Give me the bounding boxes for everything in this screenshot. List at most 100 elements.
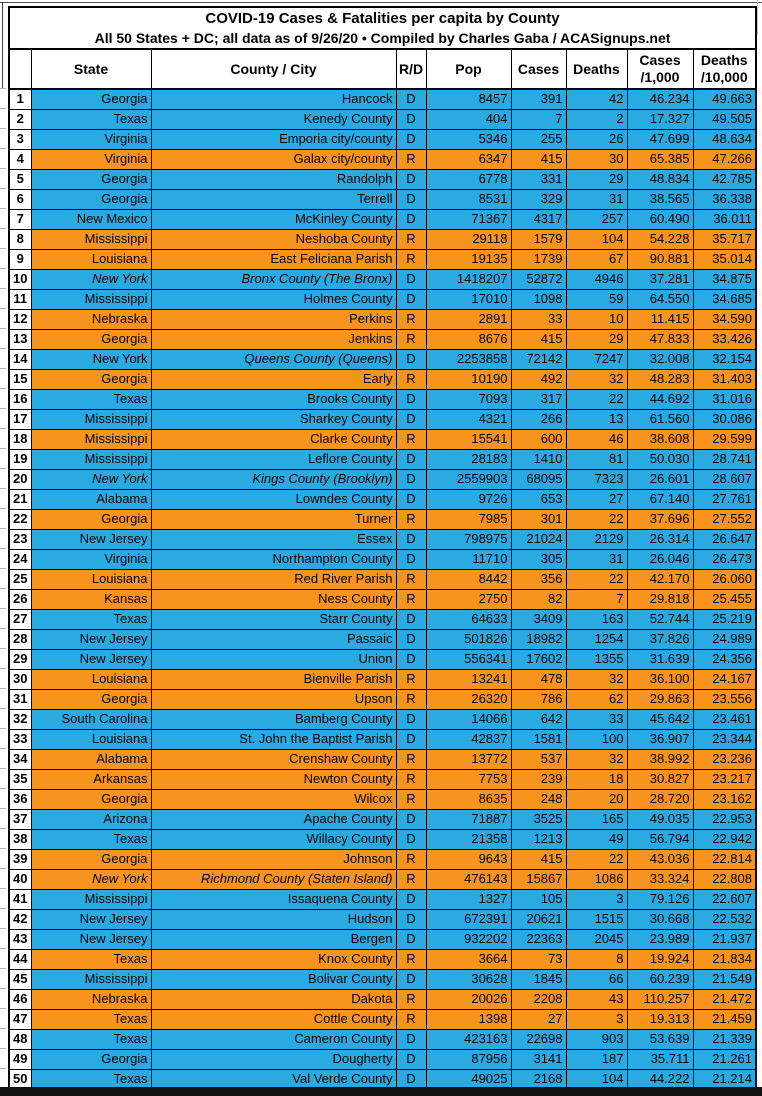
- cell-deaths-per-10000: 36.011: [692, 208, 757, 230]
- cell-rank: 8: [8, 228, 32, 250]
- cell-deaths: 26: [565, 128, 628, 150]
- gutter-tick: [0, 1048, 6, 1049]
- cell-cases-per-1000: 44.222: [626, 1068, 694, 1090]
- cell-cases: 22363: [510, 928, 567, 950]
- cell-cases-per-1000: 17.327: [626, 108, 694, 130]
- cell-cases: 3141: [510, 1048, 567, 1070]
- cell-pop: 7753: [425, 768, 512, 790]
- cell-pop: 9726: [425, 488, 512, 510]
- cell-cases-per-1000: 38.565: [626, 188, 694, 210]
- cell-rank: 27: [8, 608, 32, 630]
- cell-deaths: 32: [565, 748, 628, 770]
- cell-rank: 40: [8, 868, 32, 890]
- cell-state: Georgia: [30, 848, 152, 870]
- cell-pop: 501826: [425, 628, 512, 650]
- gutter-tick: [0, 748, 6, 749]
- cell-county: Holmes County: [150, 288, 397, 310]
- cell-cases: 2208: [510, 988, 567, 1010]
- cell-deaths: 62: [565, 688, 628, 710]
- table-row: 11 Mississippi Holmes County D 17010 1098 59 64…: [8, 288, 757, 310]
- cell-state: Virginia: [30, 128, 152, 150]
- cell-rank: 2: [8, 108, 32, 130]
- cell-rd: D: [395, 268, 427, 290]
- cell-deaths-per-10000: 21.834: [692, 948, 757, 970]
- cell-cases: 1213: [510, 828, 567, 850]
- cell-deaths: 66: [565, 968, 628, 990]
- cell-pop: 13241: [425, 668, 512, 690]
- cell-state: Georgia: [30, 688, 152, 710]
- cell-rank: 49: [8, 1048, 32, 1070]
- cell-county: Passaic: [150, 628, 397, 650]
- cell-county: Jenkins: [150, 328, 397, 350]
- cell-rd: R: [395, 588, 427, 610]
- cell-rank: 22: [8, 508, 32, 530]
- cell-rank: 18: [8, 428, 32, 450]
- cell-deaths-per-10000: 47.266: [692, 148, 757, 170]
- cell-rd: R: [395, 568, 427, 590]
- cell-rank: 44: [8, 948, 32, 970]
- cell-deaths-per-10000: 23.344: [692, 728, 757, 750]
- cell-deaths: 3: [565, 888, 628, 910]
- cell-cases: 7: [510, 108, 567, 130]
- cell-state: Arkansas: [30, 768, 152, 790]
- cell-deaths-per-10000: 26.473: [692, 548, 757, 570]
- cell-state: New Jersey: [30, 628, 152, 650]
- cell-cases: 653: [510, 488, 567, 510]
- cell-state: Texas: [30, 108, 152, 130]
- cell-cases-per-1000: 36.907: [626, 728, 694, 750]
- col-header-deaths: Deaths: [565, 48, 628, 90]
- cell-cases: 600: [510, 428, 567, 450]
- cell-deaths-per-10000: 22.814: [692, 848, 757, 870]
- cell-deaths: 1515: [565, 908, 628, 930]
- cell-deaths-per-10000: 23.217: [692, 768, 757, 790]
- cell-deaths: 18: [565, 768, 628, 790]
- gutter-tick: [0, 108, 6, 109]
- cell-cases-per-1000: 61.560: [626, 408, 694, 430]
- table-row: 13 Georgia Jenkins R 8676 415 29 47.833 33.426: [8, 328, 757, 350]
- cell-rd: D: [395, 288, 427, 310]
- cell-pop: 2750: [425, 588, 512, 610]
- cell-county: Ness County: [150, 588, 397, 610]
- cell-rd: D: [395, 348, 427, 370]
- cell-rd: D: [395, 808, 427, 830]
- cell-deaths: 22: [565, 508, 628, 530]
- cell-rd: D: [395, 628, 427, 650]
- cell-cases-per-1000: 28.720: [626, 788, 694, 810]
- cell-state: South Carolina: [30, 708, 152, 730]
- gutter-tick: [0, 928, 6, 929]
- table-row: 46 Nebraska Dakota R 20026 2208 43 110.257 21.47…: [8, 988, 757, 1010]
- cell-cases: 492: [510, 368, 567, 390]
- cell-cases-per-1000: 48.834: [626, 168, 694, 190]
- gutter-tick: [0, 408, 6, 409]
- cell-rd: D: [395, 608, 427, 630]
- cell-deaths: 29: [565, 168, 628, 190]
- table-row: 34 Alabama Crenshaw County R 13772 537 32 38.99…: [8, 748, 757, 770]
- gutter-tick: [0, 1068, 6, 1069]
- cell-county: Dougherty: [150, 1048, 397, 1070]
- table-row: 24 Virginia Northampton County D 11710 305 31 2…: [8, 548, 757, 570]
- cell-deaths: 104: [565, 228, 628, 250]
- cell-deaths: 1254: [565, 628, 628, 650]
- cell-cases-per-1000: 49.035: [626, 808, 694, 830]
- cell-cases-per-1000: 110.257: [626, 988, 694, 1010]
- cell-deaths: 1086: [565, 868, 628, 890]
- cell-cases-per-1000: 26.601: [626, 468, 694, 490]
- cell-deaths-per-10000: 26.060: [692, 568, 757, 590]
- table-row: 6 Georgia Terrell D 8531 329 31 38.565 36.338: [8, 188, 757, 210]
- cell-county: Turner: [150, 508, 397, 530]
- gutter-tick: [0, 468, 6, 469]
- cell-state: New Mexico: [30, 208, 152, 230]
- cell-cases: 72142: [510, 348, 567, 370]
- cell-county: Bienville Parish: [150, 668, 397, 690]
- cell-pop: 30628: [425, 968, 512, 990]
- cell-pop: 71887: [425, 808, 512, 830]
- cell-rd: R: [395, 768, 427, 790]
- cell-deaths-per-10000: 22.607: [692, 888, 757, 910]
- cell-rd: R: [395, 308, 427, 330]
- cell-deaths: 67: [565, 248, 628, 270]
- cell-cases-per-1000: 31.639: [626, 648, 694, 670]
- cell-cases-per-1000: 19.924: [626, 948, 694, 970]
- cell-deaths: 22: [565, 848, 628, 870]
- cell-cases: 73: [510, 948, 567, 970]
- cell-deaths-per-10000: 34.685: [692, 288, 757, 310]
